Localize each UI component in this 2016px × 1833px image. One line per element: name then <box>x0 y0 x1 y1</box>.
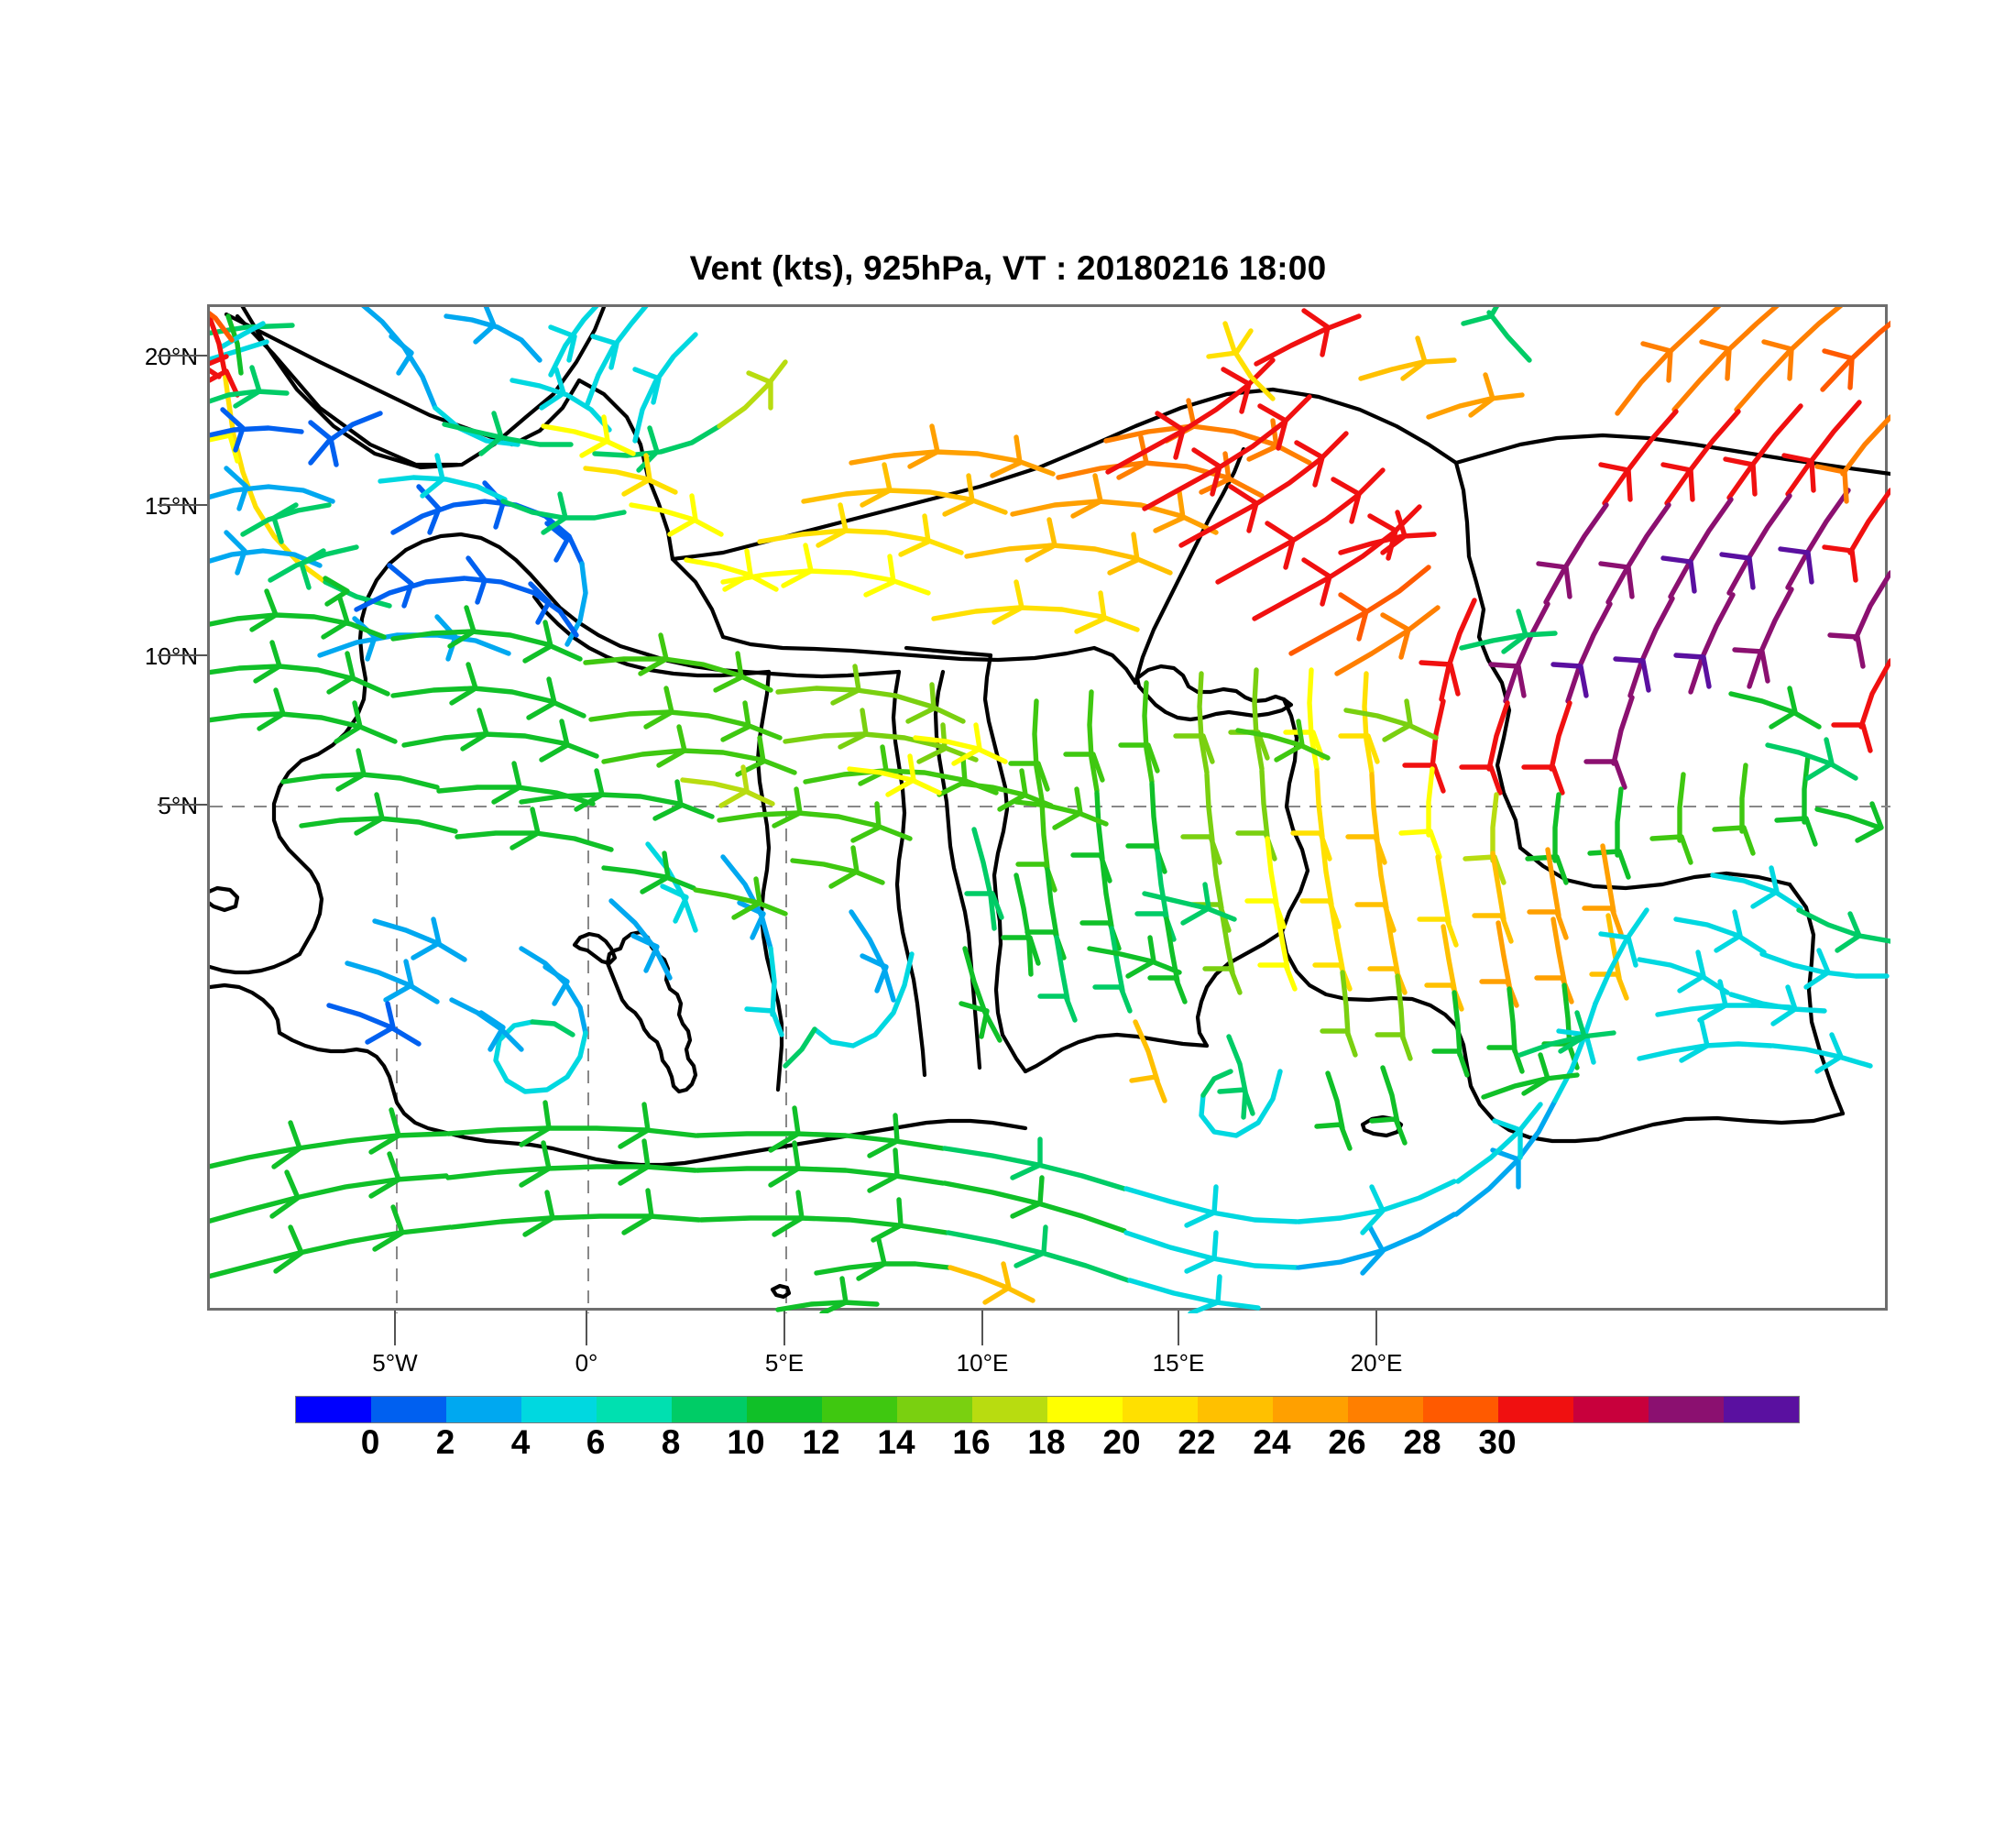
colorbar-tick-labels: 0 2 4 6 8 10 12 14 16 18 20 22 24 26 28 30 <box>295 1423 1798 1469</box>
colorbar-label-16: 16 <box>952 1423 991 1461</box>
colorbar-label-4: 4 <box>510 1423 531 1461</box>
streamline-group-chad-jet <box>1398 307 1890 885</box>
colorbar-label-12: 12 <box>802 1423 840 1461</box>
colorbar-label-24: 24 <box>1253 1423 1291 1461</box>
x-tick-label-5W: 5°W <box>372 1349 418 1377</box>
x-tick-label-10E: 10°E <box>956 1349 1009 1377</box>
colorbar-swatch-13[interactable] <box>1273 1397 1348 1422</box>
y-tick-label-5N: 5°N <box>158 792 198 819</box>
colorbar-swatch-16[interactable] <box>1498 1397 1573 1422</box>
colorbar-label-6: 6 <box>586 1423 606 1461</box>
streamline-group-monsoon <box>210 907 1873 1313</box>
chart-title: Vent (kts), 925hPa, VT : 20180216 18:00 <box>689 249 1327 287</box>
colorbar[interactable] <box>295 1396 1800 1423</box>
x-tick-mark-15E <box>1178 1311 1179 1345</box>
streamline-group-nigeria <box>1008 667 1629 1078</box>
wind-streamlines <box>210 307 1890 1313</box>
colorbar-swatch-2[interactable] <box>446 1397 521 1422</box>
y-tick-label-10N: 10°N <box>144 642 198 670</box>
colorbar-label-8: 8 <box>661 1423 681 1461</box>
colorbar-label-26: 26 <box>1328 1423 1366 1461</box>
colorbar-swatch-12[interactable] <box>1198 1397 1273 1422</box>
map-plot-area[interactable] <box>207 304 1890 1313</box>
streamline-group-niger-jet <box>720 308 1441 676</box>
y-tick-label-20N: 20°N <box>144 343 198 370</box>
x-tick-mark-0 <box>586 1311 587 1345</box>
colorbar-swatch-3[interactable] <box>521 1397 597 1422</box>
colorbar-swatch-5[interactable] <box>672 1397 747 1422</box>
x-tick-mark-5E <box>783 1311 785 1345</box>
streamline-group-sudan <box>1637 414 1890 1026</box>
colorbar-label-18: 18 <box>1027 1423 1066 1461</box>
x-tick-mark-10E <box>981 1311 983 1345</box>
colorbar-swatch-1[interactable] <box>371 1397 446 1422</box>
colorbar-label-20: 20 <box>1102 1423 1141 1461</box>
streamline-group-northwest <box>210 311 588 662</box>
colorbar-swatch-7[interactable] <box>822 1397 897 1422</box>
colorbar-swatch-6[interactable] <box>747 1397 822 1422</box>
colorbar-label-28: 28 <box>1403 1423 1441 1461</box>
colorbar-label-2: 2 <box>435 1423 455 1461</box>
x-tick-label-0: 0° <box>575 1349 598 1377</box>
x-tick-label-20E: 20°E <box>1350 1349 1403 1377</box>
x-tick-mark-5W <box>394 1311 396 1345</box>
colorbar-swatch-15[interactable] <box>1423 1397 1498 1422</box>
colorbar-swatch-19[interactable] <box>1724 1397 1799 1422</box>
colorbar-swatch-10[interactable] <box>1047 1397 1123 1422</box>
x-tick-label-5E: 5°E <box>764 1349 805 1377</box>
colorbar-label-0: 0 <box>360 1423 380 1461</box>
colorbar-swatch-8[interactable] <box>897 1397 972 1422</box>
colorbar-swatch-17[interactable] <box>1573 1397 1649 1422</box>
colorbar-label-14: 14 <box>877 1423 915 1461</box>
colorbar-label-22: 22 <box>1178 1423 1216 1461</box>
streamline-group-misc <box>210 307 1884 979</box>
colorbar-swatch-0[interactable] <box>296 1397 371 1422</box>
map-svg <box>210 307 1890 1313</box>
colorbar-swatch-14[interactable] <box>1348 1397 1423 1422</box>
colorbar-swatch-9[interactable] <box>972 1397 1047 1422</box>
streamline-group-sahel <box>210 588 999 852</box>
y-tick-mark-20N <box>158 355 207 357</box>
colorbar-swatch-4[interactable] <box>597 1397 672 1422</box>
y-tick-label-15N: 15°N <box>144 492 198 520</box>
x-tick-label-15E: 15°E <box>1152 1349 1205 1377</box>
colorbar-label-30: 30 <box>1478 1423 1517 1461</box>
y-tick-mark-5N <box>158 804 207 806</box>
colorbar-label-10: 10 <box>727 1423 765 1461</box>
colorbar-swatch-11[interactable] <box>1123 1397 1198 1422</box>
y-tick-mark-15N <box>158 504 207 506</box>
streamline-group-west-africa <box>326 827 1408 1313</box>
y-tick-mark-10N <box>158 654 207 656</box>
x-tick-mark-20E <box>1375 1311 1377 1345</box>
colorbar-swatch-18[interactable] <box>1649 1397 1724 1422</box>
streamline-group-north-sahara <box>240 307 788 590</box>
